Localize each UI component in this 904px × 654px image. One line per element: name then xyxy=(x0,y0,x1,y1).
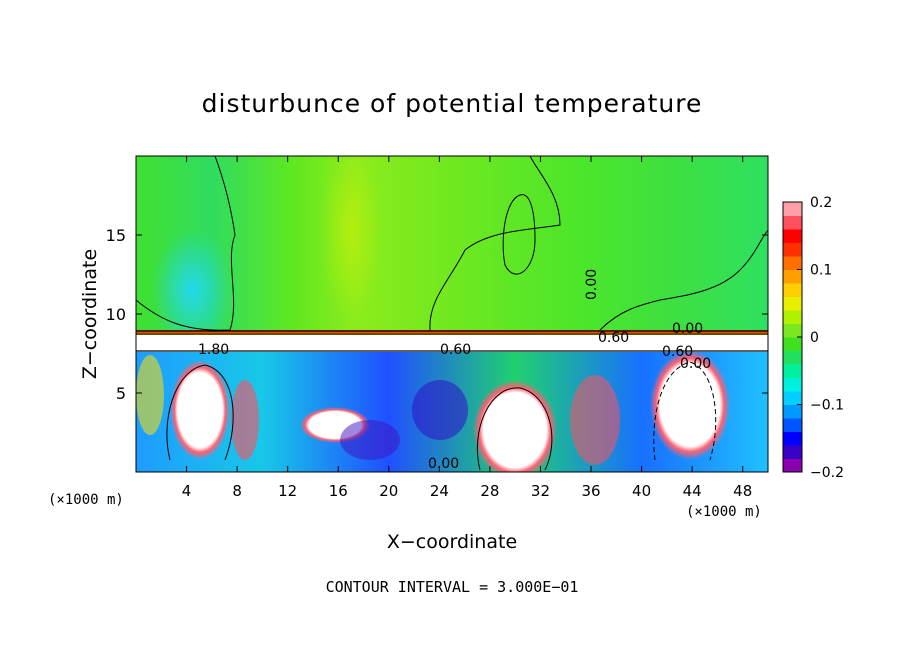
colorbar-segment xyxy=(783,215,802,230)
x-tick-label: 48 xyxy=(733,482,752,500)
eddy-9 xyxy=(136,355,164,435)
yellow-band xyxy=(318,156,382,320)
colorbar-tick-label: 0.1 xyxy=(810,263,832,279)
eddy-7 xyxy=(412,380,468,440)
eddy-5 xyxy=(570,375,620,465)
y-tick-label: 5 xyxy=(116,384,126,403)
x-tick-label: 12 xyxy=(278,482,297,500)
contour-label: 0.60 xyxy=(598,330,629,346)
eddy-4 xyxy=(473,380,557,472)
contour-label: 0.00 xyxy=(680,356,711,372)
x-tick-label: 40 xyxy=(632,482,651,500)
eddy-2 xyxy=(231,380,259,460)
x-tick-label: 4 xyxy=(182,482,192,500)
x-tick-label: 20 xyxy=(379,482,398,500)
y-tick-label: 15 xyxy=(106,226,126,245)
colorbar-tick-label: 0.2 xyxy=(810,195,832,211)
colorbar-segment xyxy=(783,242,802,257)
contour-label: 0.00 xyxy=(672,321,703,337)
contour-loop xyxy=(502,194,536,275)
y-tick-label: 10 xyxy=(106,305,126,324)
contour-label: 0.60 xyxy=(440,342,471,358)
contour-line-upper xyxy=(136,156,236,331)
colorbar-tick-label: −0.1 xyxy=(810,398,844,414)
cyan-plume xyxy=(152,230,232,350)
chart-title: disturbunce of potential temperature xyxy=(202,89,703,118)
plot-area xyxy=(136,156,768,472)
colorbar-segment xyxy=(783,337,802,351)
x-tick-label: 36 xyxy=(581,482,600,500)
colorbar xyxy=(783,202,802,473)
colorbar-segment xyxy=(783,445,802,459)
colorbar-segment xyxy=(783,283,802,297)
stable-layer xyxy=(136,335,768,352)
contour-line-right xyxy=(599,229,768,331)
x-unit-left: (×1000 m) xyxy=(48,492,124,508)
colorbar-segment xyxy=(783,202,802,216)
x-tick-label: 8 xyxy=(232,482,242,500)
colorbar-segment xyxy=(783,404,802,419)
colorbar-segment xyxy=(783,229,802,243)
colorbar-segment xyxy=(783,296,802,311)
x-unit-right: (×1000 m) xyxy=(686,504,762,520)
x-axis-ticks: 4 8 12 16 20 24 28 32 36 40 44 48 xyxy=(182,156,752,500)
upper-field xyxy=(136,156,768,334)
contour-eddy-1 xyxy=(166,364,234,461)
x-tick-label: 16 xyxy=(329,482,348,500)
colorbar-tick-label: −0.2 xyxy=(810,465,844,481)
x-tick-label: 24 xyxy=(430,482,449,500)
colorbar-segment xyxy=(783,256,802,270)
colorbar-ticks: 0.2 0.1 0 −0.1 −0.2 xyxy=(797,195,844,481)
contour-label: 1.80 xyxy=(198,342,229,358)
colorbar-segment xyxy=(783,310,802,324)
contour-label: 0.00 xyxy=(428,456,459,472)
x-tick-label: 28 xyxy=(480,482,499,500)
colorbar-segment xyxy=(783,391,802,405)
eddy-6 xyxy=(650,350,730,460)
y-axis-ticks: 5 10 15 xyxy=(106,226,768,403)
x-tick-label: 44 xyxy=(683,482,702,500)
colorbar-segment xyxy=(783,364,802,378)
x-tick-label: 32 xyxy=(531,482,550,500)
colorbar-segment xyxy=(783,350,802,365)
colorbar-segment xyxy=(783,418,802,432)
eddy-1 xyxy=(170,360,230,460)
contour-label: 0.60 xyxy=(662,344,693,360)
colorbar-segment xyxy=(783,377,802,392)
contour-label: 0.00 xyxy=(584,269,600,300)
colorbar-segment xyxy=(783,323,802,338)
x-axis-label: X−coordinate xyxy=(387,531,517,553)
eddy-8 xyxy=(340,420,400,460)
colorbar-tick-label: 0 xyxy=(810,330,819,346)
colorbar-segment xyxy=(783,269,802,284)
colorbar-segment xyxy=(783,458,802,473)
colorbar-segment xyxy=(783,431,802,446)
y-axis-label: Z−coordinate xyxy=(79,249,101,379)
contour-eddy-2 xyxy=(476,387,553,471)
contour-eddy-3 xyxy=(653,361,717,461)
contour-labels: 0.00 0.00 0.00 0.00 0.60 0.60 0.60 1.80 xyxy=(198,269,711,472)
contour-interval-note: CONTOUR INTERVAL = 3.000E−01 xyxy=(326,578,579,596)
contour-line-mid xyxy=(429,156,561,331)
